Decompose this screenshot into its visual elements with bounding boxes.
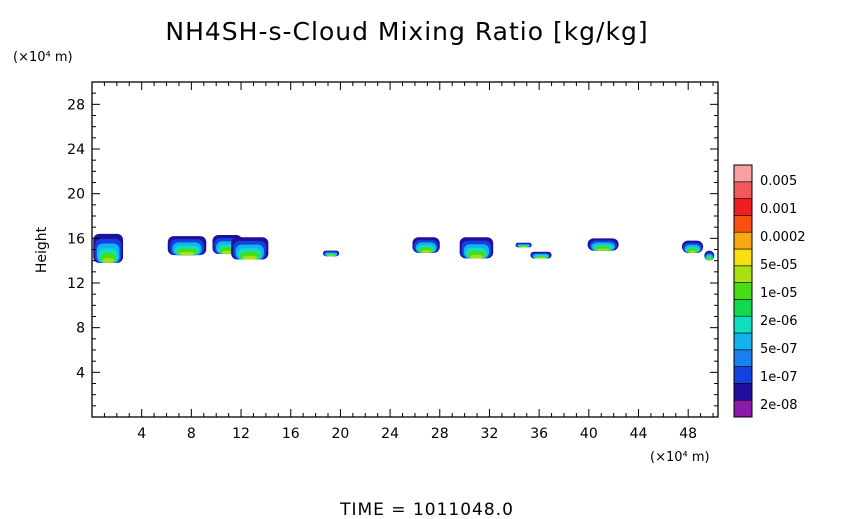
x-tick-label: 44 [630, 426, 648, 442]
y-tick-label: 16 [67, 231, 85, 247]
axis-ticks [92, 82, 718, 417]
colorbar-swatch [733, 332, 753, 351]
colorbar-swatch [733, 198, 753, 216]
colorbar-swatch [733, 231, 753, 250]
y-tick-label: 12 [67, 276, 85, 292]
cloud-band [469, 254, 484, 259]
colorbar-swatch [733, 399, 753, 418]
cloud [459, 237, 494, 259]
cloud [93, 233, 124, 263]
cloud [515, 242, 532, 248]
colorbar-swatch [733, 349, 753, 367]
colorbar-swatch [733, 248, 753, 267]
cloud [412, 237, 440, 253]
y-tick-label: 4 [76, 365, 85, 381]
colorbar-label: 0.005 [760, 174, 797, 189]
time-footer: TIME = 1011048.0 [339, 500, 514, 519]
colorbar-frame [733, 164, 753, 418]
x-tick-label: 16 [282, 426, 300, 442]
cloud-band [688, 250, 697, 253]
y-tick-label: 24 [67, 142, 85, 158]
x-tick-labels: 4 8 12 16 20 24 28 32 36 40 44 48 [137, 426, 697, 442]
cloud-band [520, 246, 527, 248]
cloud-band [420, 250, 432, 253]
chart-title: NH4SH-s-Cloud Mixing Ratio [kg/kg] [165, 17, 648, 46]
colorbar-label: 5e-05 [760, 258, 798, 273]
x-tick-label: 8 [187, 426, 196, 442]
cloud-band [102, 258, 115, 263]
colorbar-label: 1e-05 [760, 286, 798, 301]
x-tick-label: 28 [431, 426, 449, 442]
colorbar-label: 2e-08 [760, 398, 798, 413]
cloud-band [327, 255, 335, 257]
x-tick-label: 48 [679, 426, 697, 442]
x-tick-label: 24 [381, 426, 399, 442]
colorbar-label: 0.0002 [760, 230, 806, 245]
colorbar-label: 2e-06 [760, 314, 798, 329]
cloud-band [179, 251, 195, 256]
x-tick-label: 36 [530, 426, 548, 442]
y-axis-label: Height [34, 226, 50, 273]
cloud-band [221, 250, 234, 254]
y-tick-label: 20 [67, 187, 85, 203]
colorbar-swatch [733, 181, 753, 199]
x-tick-label: 40 [580, 426, 598, 442]
cloud-field [93, 233, 715, 263]
colorbar-swatch [733, 265, 753, 283]
cloud-band [596, 248, 610, 251]
colorbar-swatch [733, 299, 753, 317]
cloud [167, 236, 207, 256]
colorbar-label: 1e-07 [760, 370, 798, 385]
cloud [231, 237, 269, 260]
x-axis-unit: (×10⁴ m) [650, 450, 710, 465]
cloud-band [707, 258, 712, 261]
cloud [704, 250, 715, 261]
y-tick-label: 8 [76, 321, 85, 337]
colorbar-swatch [733, 164, 753, 183]
colorbar-swatch [733, 315, 753, 334]
colorbar-swatch [733, 366, 753, 384]
cloud-band [536, 257, 546, 259]
x-tick-label: 4 [137, 426, 146, 442]
y-tick-label: 28 [67, 97, 85, 113]
colorbar-labels: 0.005 0.001 0.0002 5e-05 1e-05 2e-06 5e-07 1e-0… [760, 174, 806, 413]
colorbar-label: 0.001 [760, 202, 797, 217]
colorbar-label: 5e-07 [760, 342, 798, 357]
colorbar [733, 164, 753, 418]
colorbar-swatch [733, 282, 753, 300]
y-axis-unit: (×10⁴ m) [13, 50, 73, 65]
colorbar-swatch [733, 215, 753, 233]
cloud [587, 238, 619, 251]
cloud-band [242, 255, 258, 260]
y-tick-labels: 4 8 12 16 20 24 28 [67, 97, 85, 381]
colorbar-swatch [733, 383, 753, 401]
x-tick-label: 32 [481, 426, 499, 442]
x-tick-label: 20 [331, 426, 349, 442]
cloud [530, 251, 552, 259]
x-tick-label: 12 [232, 426, 250, 442]
cloud [323, 250, 340, 257]
cloud [681, 240, 704, 253]
